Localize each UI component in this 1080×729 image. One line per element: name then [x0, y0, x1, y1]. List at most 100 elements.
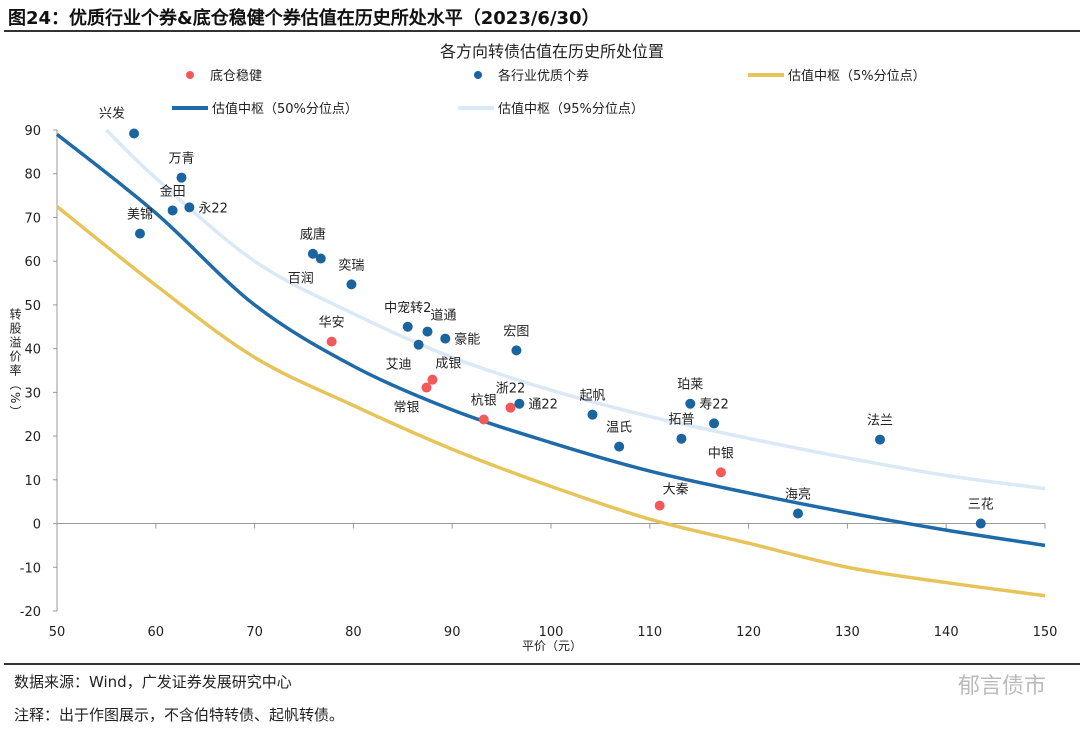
legend-marker: [186, 71, 194, 79]
point-label: 浙22: [496, 382, 526, 397]
point-label: 艾迪: [386, 358, 412, 373]
watermark: 郁言债市: [957, 674, 1046, 699]
point-label: 中宠转2: [384, 300, 431, 316]
x-tick-label: 80: [345, 625, 362, 640]
point-中宠转2: [402, 321, 413, 332]
point-海亮: [793, 508, 803, 519]
point-label: 美锦: [127, 208, 153, 223]
point-成银: [427, 374, 438, 385]
x-tick-label: 120: [736, 625, 761, 640]
legend-label: 估值中枢（5%分位点）: [788, 68, 926, 84]
legend-label: 估值中枢（50%分位点）: [212, 101, 358, 117]
point-label: 宏图: [503, 324, 529, 339]
point-奕瑞: [346, 279, 357, 290]
curve-p95: [105, 128, 1046, 491]
y-tick-label: -10: [20, 561, 41, 576]
point-label: 海亮: [785, 486, 811, 502]
source-text: 数据来源：Wind，广发证券发展研究中心: [14, 673, 292, 691]
point-温氏: [614, 441, 625, 452]
point-中银: [715, 467, 726, 478]
legend-label: 估值中枢（95%分位点）: [498, 101, 644, 117]
y-tick-label: 90: [24, 124, 41, 139]
note-text: 注释：出于作图展示，不含伯特转债、起帆转债。: [14, 706, 345, 724]
y-tick-label: 80: [24, 168, 41, 183]
point-豪能: [440, 333, 451, 344]
point-浙22: [505, 402, 516, 413]
point-法兰: [875, 434, 886, 445]
point-label: 常银: [394, 401, 420, 416]
point-label: 金田: [160, 183, 186, 199]
legend-label: 各行业优质个券: [498, 68, 589, 84]
point-label: 成银: [435, 357, 461, 372]
point-常银: [421, 382, 432, 393]
point-label: 华安: [319, 316, 345, 331]
y-tick-label: 60: [24, 255, 41, 270]
point-label: 杭银: [471, 393, 497, 408]
y-axis-label: 转股溢价率（%）: [8, 308, 22, 420]
point-大秦: [654, 500, 665, 511]
y-tick-label: 0: [33, 518, 41, 533]
figure-title: 图24：优质行业个券&底仓稳健个券估值在历史所处水平（2023/6/30）: [8, 8, 600, 29]
top-divider: [4, 30, 1080, 32]
point-label: 兴发: [99, 105, 125, 121]
point-label: 百润: [288, 272, 314, 287]
point-label: 威唐: [300, 227, 326, 243]
point-华安: [326, 336, 337, 347]
point-label: 永22: [198, 201, 228, 216]
point-label: 万青: [168, 152, 194, 167]
axes: -20 -10 0 10 20 30 40 50 60 70 80 90 50 60 70 80 90 100 11…: [20, 124, 1058, 640]
curve-p50: [55, 133, 1046, 548]
point-label: 温氏: [606, 421, 632, 436]
y-tick-label: 20: [24, 430, 41, 445]
point-三花: [975, 518, 986, 529]
point-宏图: [511, 345, 522, 356]
point-金田: [167, 205, 178, 216]
point-寿22: [709, 418, 720, 429]
x-tick-label: 130: [835, 625, 860, 640]
point-label: 豪能: [454, 332, 480, 348]
point-永22: [184, 202, 195, 213]
point-label: 道通: [430, 309, 456, 324]
x-tick-label: 100: [539, 625, 564, 640]
bottom-divider: [4, 663, 1080, 665]
point-杭银: [478, 414, 489, 425]
x-tick-label: 140: [934, 625, 959, 640]
x-tick-label: 60: [148, 625, 165, 640]
point-艾迪: [413, 339, 424, 350]
point-起帆: [587, 409, 598, 420]
x-axis-label: 平价（元）: [522, 639, 582, 653]
point-label: 珀莱: [677, 378, 703, 393]
point-百润: [315, 253, 326, 264]
x-tick-label: 110: [637, 625, 662, 640]
point-label: 奕瑞: [338, 257, 364, 273]
y-tick-label: 10: [24, 474, 41, 489]
point-道通: [422, 326, 433, 337]
point-label: 起帆: [579, 389, 605, 404]
x-tick-label: 90: [444, 625, 461, 640]
point-拓普: [676, 433, 687, 444]
point-label: 中银: [708, 446, 734, 461]
chart-title: 各方向转债估值在历史所处位置: [440, 42, 664, 61]
x-tick-label: 70: [246, 625, 263, 640]
point-label: 大秦: [663, 483, 689, 498]
y-tick-label: 40: [24, 343, 41, 358]
y-tick-label: 50: [24, 299, 41, 314]
point-label: 拓普: [668, 413, 694, 428]
x-tick-label: 150: [1033, 625, 1058, 640]
y-tick-label: -20: [20, 605, 41, 620]
lines: [55, 128, 1046, 598]
x-tick-label: 50: [49, 625, 66, 640]
y-tick-label: 70: [24, 211, 41, 226]
point-万青: [176, 172, 187, 183]
point-威唐: [307, 248, 318, 259]
legend: 底仓稳健 各行业优质个券 估值中枢（5%分位点） 估值中枢（50%分位点） 估值中枢（9…: [172, 68, 926, 117]
point-label: 通22: [528, 398, 558, 413]
legend-label: 底仓稳健: [210, 68, 262, 84]
point-兴发: [129, 128, 140, 139]
point-珀莱: [685, 398, 696, 409]
point-label: 寿22: [699, 397, 729, 412]
point-label: 三花: [968, 497, 994, 513]
